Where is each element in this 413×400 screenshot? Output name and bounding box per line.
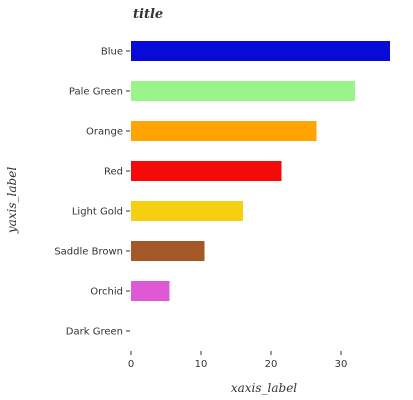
y-tick-label-orchid: Orchid <box>90 287 123 298</box>
x-tick-label-30: 30 <box>335 359 348 370</box>
y-tick-labels: Blue Pale Green Orange Red Light Gold Saddle … <box>54 47 130 338</box>
y-tick-label-pale-green: Pale Green <box>69 87 123 98</box>
x-tick-label-0: 0 <box>128 359 134 370</box>
y-tick-label-red: Red <box>104 167 123 178</box>
bar-saddle-brown <box>131 241 205 261</box>
y-tick-label-blue: Blue <box>101 47 123 58</box>
bar-orange <box>131 121 317 141</box>
y-tick-label-saddle-brown: Saddle Brown <box>54 247 123 258</box>
bar-red <box>131 161 282 181</box>
bar-light-gold <box>131 201 243 221</box>
x-axis-label: xaxis_label <box>231 381 297 395</box>
bars-group <box>131 41 390 301</box>
y-tick-label-dark-green: Dark Green <box>66 327 123 338</box>
x-ticks: 0 10 20 30 <box>128 351 348 370</box>
bar-blue <box>131 41 390 61</box>
bar-pale-green <box>131 81 355 101</box>
y-axis-label: yaxis_label <box>5 167 19 234</box>
x-tick-label-20: 20 <box>265 359 278 370</box>
bar-orchid <box>131 281 170 301</box>
chart-title: title <box>133 7 163 22</box>
y-tick-label-light-gold: Light Gold <box>72 207 123 218</box>
x-tick-label-10: 10 <box>195 359 208 370</box>
y-tick-label-orange: Orange <box>86 127 123 138</box>
